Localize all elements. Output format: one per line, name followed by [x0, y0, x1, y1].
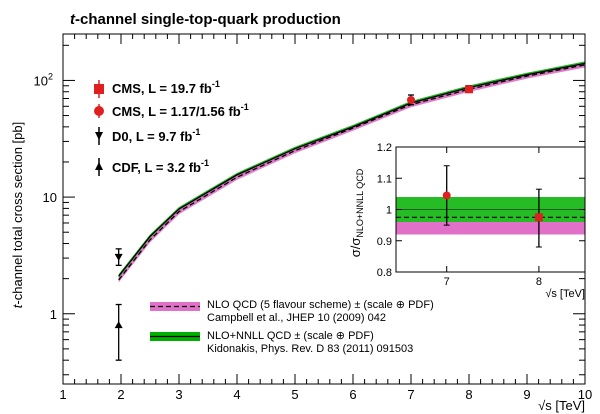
- inset-y-tick-label: 1: [386, 205, 392, 217]
- inset-y-tick-label: 1.2: [377, 142, 392, 154]
- svg-text:CMS, L = 19.7 fb-1: CMS, L = 19.7 fb-1: [112, 79, 220, 96]
- inset-band-nlo: [396, 222, 585, 235]
- inset-y-tick-label: 0.8: [377, 267, 392, 279]
- legend-label-cdf: CDF, L = 3.2 fb: [112, 160, 201, 175]
- legend-label-cms-8tev: CMS, L = 19.7 fb: [112, 81, 212, 96]
- legend-sup-cms-8tev: -1: [212, 79, 220, 89]
- legend-band-nnll-label: NLO+NNLL QCD ± (scale ⊕ PDF): [207, 330, 374, 342]
- svg-text:D0, L = 9.7 fb-1: D0, L = 9.7 fb-1: [112, 127, 200, 144]
- x-tick-label: 9: [523, 387, 530, 402]
- inset-x-tick-label: 7: [444, 276, 450, 288]
- x-tick-label: 6: [349, 387, 356, 402]
- x-tick-label: 4: [233, 387, 240, 402]
- legend-entry-cms-7tev: CMS, L = 1.17/1.56 fb-1: [94, 102, 249, 119]
- y-axis-label: t-channel total cross section [pb]: [10, 122, 25, 308]
- inset-x-label: √s [TeV]: [545, 288, 585, 300]
- theory-legend: NLO QCD (5 flavour scheme) ± (scale ⊕ PD…: [150, 299, 434, 355]
- inset-y-label-main: σ/σ: [348, 238, 363, 258]
- legend-sup-d0: -1: [192, 127, 200, 137]
- x-tick-label: 8: [465, 387, 472, 402]
- ratio-inset: 0.8 0.9 1 1.1 1.2 7 8 σ/σNLO+NNLL QCD √s [TeV]: [348, 142, 586, 300]
- x-tick-label: 5: [291, 387, 298, 402]
- legend-entry-cdf: CDF, L = 3.2 fb-1: [95, 158, 209, 176]
- svg-text:CMS, L = 1.17/1.56 fb-1: CMS, L = 1.17/1.56 fb-1: [112, 102, 249, 119]
- point-cms-7tev: [407, 95, 415, 104]
- inset-y-label: σ/σNLO+NNLL QCD: [348, 168, 365, 257]
- inset-point-7tev: [442, 191, 451, 200]
- x-tick-label: 2: [117, 387, 124, 402]
- x-tick-label: 1: [59, 387, 66, 402]
- chart-title-rest: -channel single-top-quark production: [75, 11, 341, 28]
- curve-nnll: [118, 62, 586, 277]
- legend-band-nlo-label: NLO QCD (5 flavour scheme) ± (scale ⊕ PD…: [207, 299, 434, 311]
- y-axis-label-italic: t: [10, 303, 25, 308]
- x-tick-label: 3: [175, 387, 182, 402]
- x-tick-label: 10: [578, 387, 592, 402]
- legend-sup-cms-7tev: -1: [241, 102, 249, 112]
- measurement-legend: CMS, L = 19.7 fb-1 CMS, L = 1.17/1.56 fb…: [94, 79, 249, 176]
- inset-y-tick-label: 0.9: [377, 236, 392, 248]
- x-tick-label: 7: [407, 387, 414, 402]
- legend-entry-cms-8tev: CMS, L = 19.7 fb-1: [94, 79, 220, 98]
- legend-sup-cdf: -1: [201, 158, 209, 168]
- y-axis-label-rest: -channel total cross section [pb]: [10, 122, 25, 305]
- inset-point-8tev: [534, 213, 543, 222]
- point-cdf: [114, 321, 123, 329]
- legend-band-nlo-ref: Campbell et al., JHEP 10 (2009) 042: [207, 312, 386, 324]
- legend-band-nnll-ref: Kidonakis, Phys. Rev. D 83 (2011) 091503: [207, 343, 413, 355]
- y-tick-label: 1: [50, 307, 57, 322]
- point-d0: [114, 253, 123, 261]
- legend-label-d0: D0, L = 9.7 fb: [112, 129, 192, 144]
- legend-label-cms-7tev: CMS, L = 1.17/1.56 fb: [112, 104, 241, 119]
- svg-text:CDF, L = 3.2 fb-1: CDF, L = 3.2 fb-1: [112, 158, 209, 175]
- chart-title: t-channel single-top-quark production: [70, 11, 341, 28]
- x-axis-label: √s [TeV]: [538, 398, 585, 413]
- point-cms-8tev: [465, 85, 473, 94]
- inset-x-tick-label: 8: [536, 276, 542, 288]
- inset-y-tick-label: 1.1: [377, 173, 392, 185]
- y-tick-label: 102: [34, 71, 53, 88]
- y-tick-label: 10: [43, 190, 57, 205]
- legend-entry-d0: D0, L = 9.7 fb-1: [95, 127, 200, 145]
- inset-y-label-sub: NLO+NNLL QCD: [355, 168, 365, 237]
- chart-title-italic: t: [70, 11, 76, 28]
